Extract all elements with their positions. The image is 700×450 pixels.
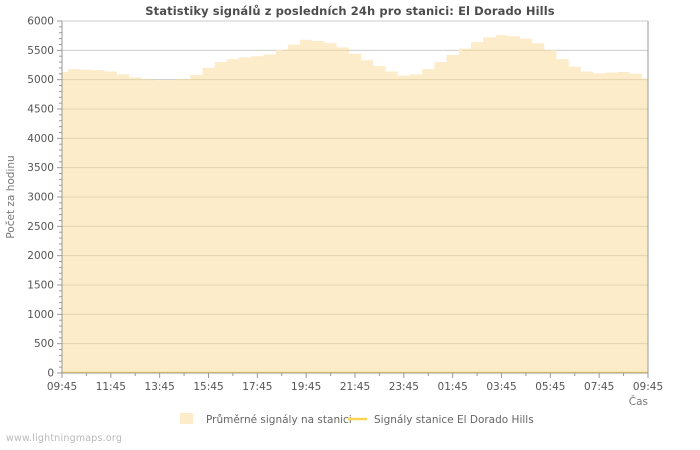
- x-tick-label: 07:45: [584, 381, 614, 393]
- x-tick-label: 15:45: [193, 381, 223, 393]
- chart-legend: Průměrné signály na stanici Signály stani…: [180, 413, 534, 426]
- x-axis-title: Čas: [629, 395, 648, 408]
- y-tick-label: 2000: [27, 250, 54, 262]
- x-tick-label: 01:45: [438, 381, 468, 393]
- area-series: [62, 35, 648, 373]
- x-tick-label: 03:45: [486, 381, 516, 393]
- y-tick-label: 6000: [27, 16, 54, 28]
- y-tick-label: 1500: [27, 280, 54, 292]
- x-tick-label: 13:45: [145, 381, 175, 393]
- y-tick-label: 5000: [27, 74, 54, 86]
- x-tick-label: 17:45: [242, 381, 272, 393]
- x-tick-label: 19:45: [291, 381, 321, 393]
- legend-label: Průměrné signály na stanici: [206, 414, 352, 426]
- x-tick-label: 05:45: [535, 381, 565, 393]
- x-tick-label: 23:45: [389, 381, 419, 393]
- x-tick-label: 21:45: [340, 381, 370, 393]
- y-tick-label: 1000: [27, 309, 54, 321]
- axis-titles: Počet za hodinu Čas: [5, 155, 648, 408]
- y-axis-ticks: 0 500 1000 1500 2000 2500 3000 3500 4000 4500 5000…: [27, 16, 62, 380]
- x-tick-label: 09:45: [633, 381, 663, 393]
- y-tick-label: 3000: [27, 192, 54, 204]
- grid-lines-over-area: [62, 49, 648, 345]
- x-tick-label: 09:45: [47, 381, 77, 393]
- y-tick-label: 4000: [27, 133, 54, 145]
- legend-swatch-area: [180, 413, 193, 424]
- y-axis-title: Počet za hodinu: [5, 155, 17, 238]
- y-tick-label: 3500: [27, 162, 54, 174]
- x-axis-ticks: 09:45 11:45 13:45 15:45 17:45 19:45 21:45 23:45…: [47, 373, 663, 393]
- legend-label: Signály stanice El Dorado Hills: [374, 414, 534, 426]
- y-tick-label: 500: [34, 338, 54, 350]
- x-tick-label: 11:45: [96, 381, 126, 393]
- y-tick-label: 5500: [27, 45, 54, 57]
- area-fill: [62, 35, 648, 373]
- chart-title: Statistiky signálů z posledních 24h pro …: [145, 4, 555, 18]
- y-tick-label: 4500: [27, 104, 54, 116]
- y-tick-label: 2500: [27, 221, 54, 233]
- watermark: www.lightningmaps.org: [6, 433, 123, 444]
- y-tick-label: 0: [47, 368, 54, 380]
